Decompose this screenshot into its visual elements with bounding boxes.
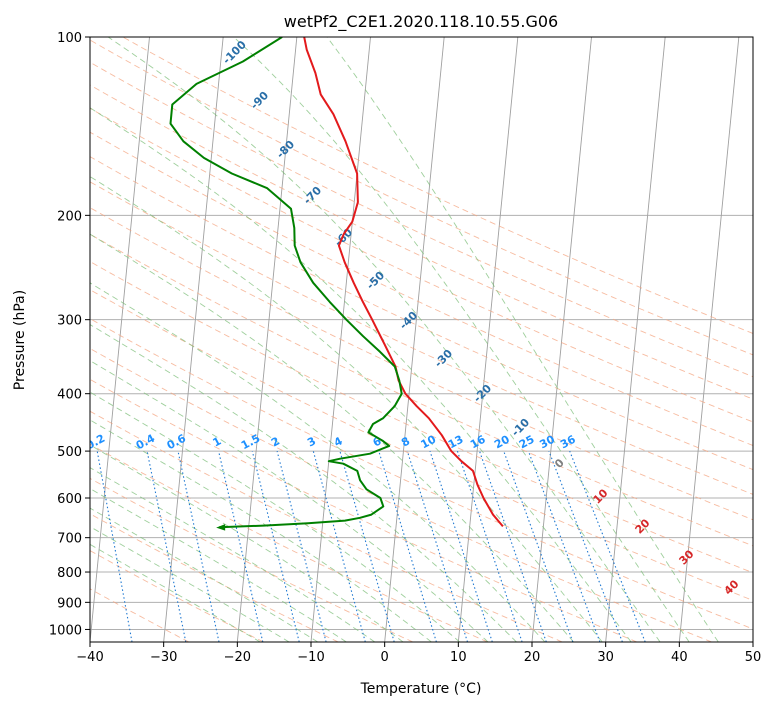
x-tick-label: −10 bbox=[297, 650, 324, 665]
dry-adiabat-20 bbox=[90, 410, 563, 642]
x-tick-label: 20 bbox=[524, 650, 541, 665]
dry-adiabat--10 bbox=[90, 513, 339, 642]
isotherm--20 bbox=[236, 37, 298, 642]
axis-ticks: −40 −30 −20 −10 0 10 20 30 40 50 100 200 300 400 500 60… bbox=[49, 31, 761, 665]
mixing-ratio-label: 16 bbox=[468, 433, 488, 452]
moist-adiabat-0 bbox=[90, 444, 404, 642]
x-axis-label: Temperature (°C) bbox=[360, 681, 482, 697]
moist-adiabat-32 bbox=[90, 107, 632, 642]
x-tick-label: −20 bbox=[224, 650, 251, 665]
isotherm--40 bbox=[90, 37, 150, 642]
isotherm-30 bbox=[605, 37, 666, 642]
dry-adiabat-150 bbox=[90, 61, 753, 378]
mixing-ratio-line-14 bbox=[503, 450, 574, 642]
y-tick-label: 500 bbox=[57, 445, 82, 460]
temperature-profile bbox=[303, 37, 504, 528]
y-tick-label: 1000 bbox=[49, 623, 82, 638]
mixing-ratio-line-12 bbox=[456, 450, 523, 642]
profile-series bbox=[169, 37, 504, 531]
x-tick-label: 40 bbox=[671, 650, 688, 665]
dry-adiabat-100 bbox=[90, 181, 753, 495]
y-tick-label: 700 bbox=[57, 532, 82, 547]
mixing-ratio-line-10 bbox=[406, 450, 469, 642]
mixing-ratio-line-9 bbox=[378, 450, 437, 642]
dewpoint-arrow bbox=[216, 524, 226, 531]
y-tick-label: 200 bbox=[57, 209, 82, 224]
mixing-ratio-label: 30 bbox=[537, 433, 557, 452]
mixing-ratio-label: 36 bbox=[558, 433, 578, 452]
moist-adiabat-36 bbox=[107, 37, 661, 642]
dry-adiabat-130 bbox=[90, 107, 753, 423]
dry-adiabat-0 bbox=[90, 477, 414, 642]
mixing-ratio-label: 10 bbox=[419, 433, 439, 452]
dewpoint-profile bbox=[169, 37, 403, 529]
mixing-ratio-line-2 bbox=[146, 450, 187, 642]
moist-adiabat--12 bbox=[90, 507, 319, 642]
mixing-ratio-label: 25 bbox=[517, 433, 537, 452]
mixing-ratio-line-13 bbox=[478, 450, 547, 642]
dry-adiabat-120 bbox=[90, 131, 753, 446]
moist-adiabat-8 bbox=[90, 391, 460, 642]
mixing-ratio-line-4 bbox=[218, 450, 264, 642]
y-tick-label: 900 bbox=[57, 596, 82, 611]
dry-adiabat-80 bbox=[90, 233, 753, 547]
isotherm-10 bbox=[457, 37, 519, 642]
moist-adiabat-24 bbox=[90, 233, 574, 642]
dry-adiabat-90 bbox=[90, 207, 753, 521]
dry-adiabat-50 bbox=[90, 318, 753, 630]
x-tick-label: −40 bbox=[76, 650, 103, 665]
mixing-ratio-line-11 bbox=[429, 450, 493, 642]
isotherm--30 bbox=[163, 37, 224, 642]
moist-adiabat-20 bbox=[90, 282, 546, 642]
mixing-ratio-line-5 bbox=[251, 450, 300, 642]
moist-adiabat-16 bbox=[90, 324, 517, 642]
moist-adiabat-28 bbox=[90, 175, 603, 642]
plot-frame bbox=[89, 36, 754, 643]
x-tick-label: 0 bbox=[381, 650, 389, 665]
dry-adiabat-160 bbox=[90, 39, 753, 356]
y-tick-label: 400 bbox=[57, 388, 82, 403]
mixing-ratio-label: 13 bbox=[446, 433, 466, 452]
isotherm-40 bbox=[678, 37, 740, 642]
mixing-ratio-line-8 bbox=[339, 450, 395, 642]
chart-title: wetPf2_C2E1.2020.118.10.55.G06 bbox=[284, 12, 558, 32]
dry-adiabat-10 bbox=[90, 443, 488, 642]
moist-adiabat-40 bbox=[233, 37, 690, 642]
moist-adiabat-44 bbox=[326, 37, 719, 642]
mixing-ratio-line-6 bbox=[276, 450, 327, 642]
y-tick-label: 300 bbox=[57, 314, 82, 329]
mixing-ratio-label: 20 bbox=[492, 433, 512, 452]
mixing-ratio-line-7 bbox=[312, 450, 366, 642]
y-tick-label: 600 bbox=[57, 492, 82, 507]
x-tick-label: 30 bbox=[597, 650, 614, 665]
moist-adiabat-4 bbox=[90, 419, 432, 642]
x-tick-label: 10 bbox=[450, 650, 467, 665]
moist-adiabat--16 bbox=[90, 526, 290, 642]
moist-adiabat-12 bbox=[90, 360, 489, 642]
moist-adiabat--20 bbox=[90, 543, 261, 642]
mixing-ratio-line-3 bbox=[177, 450, 220, 642]
moist-adiabat--4 bbox=[90, 467, 376, 642]
x-tick-label: 50 bbox=[745, 650, 762, 665]
dry-adiabat--20 bbox=[90, 550, 264, 642]
isotherm-0 bbox=[384, 37, 445, 642]
y-axis-label: Pressure (hPa) bbox=[12, 290, 28, 390]
dry-adiabat-40 bbox=[90, 348, 712, 642]
y-tick-label: 800 bbox=[57, 566, 82, 581]
y-tick-label: 100 bbox=[57, 31, 82, 46]
mixing-ratio-line-1 bbox=[96, 451, 133, 642]
reference-lines bbox=[90, 37, 753, 642]
isotherm-20 bbox=[531, 37, 592, 642]
x-tick-label: −30 bbox=[150, 650, 177, 665]
